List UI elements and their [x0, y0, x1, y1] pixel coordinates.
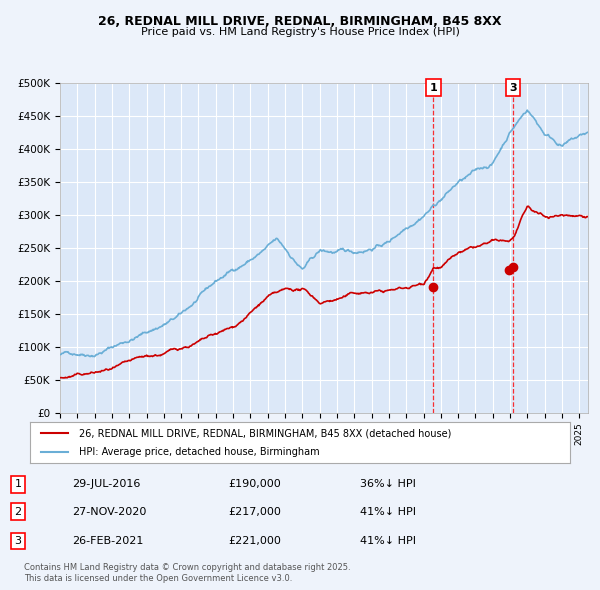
Text: HPI: Average price, detached house, Birmingham: HPI: Average price, detached house, Birm…: [79, 447, 319, 457]
Text: £190,000: £190,000: [228, 480, 281, 489]
Text: £217,000: £217,000: [228, 507, 281, 517]
Text: 26-FEB-2021: 26-FEB-2021: [72, 536, 143, 546]
Text: 3: 3: [509, 83, 517, 93]
Text: 1: 1: [430, 83, 437, 93]
Text: 26, REDNAL MILL DRIVE, REDNAL, BIRMINGHAM, B45 8XX: 26, REDNAL MILL DRIVE, REDNAL, BIRMINGHA…: [98, 15, 502, 28]
Text: Price paid vs. HM Land Registry's House Price Index (HPI): Price paid vs. HM Land Registry's House …: [140, 27, 460, 37]
Text: Contains HM Land Registry data © Crown copyright and database right 2025.
This d: Contains HM Land Registry data © Crown c…: [24, 563, 350, 583]
Text: 41%↓ HPI: 41%↓ HPI: [360, 536, 416, 546]
Text: £221,000: £221,000: [228, 536, 281, 546]
Text: 36%↓ HPI: 36%↓ HPI: [360, 480, 416, 489]
Text: 3: 3: [14, 536, 22, 546]
Text: 2: 2: [14, 507, 22, 517]
Text: 26, REDNAL MILL DRIVE, REDNAL, BIRMINGHAM, B45 8XX (detached house): 26, REDNAL MILL DRIVE, REDNAL, BIRMINGHA…: [79, 428, 451, 438]
Text: 27-NOV-2020: 27-NOV-2020: [72, 507, 146, 517]
Text: 41%↓ HPI: 41%↓ HPI: [360, 507, 416, 517]
Text: 1: 1: [14, 480, 22, 489]
Text: 29-JUL-2016: 29-JUL-2016: [72, 480, 140, 489]
